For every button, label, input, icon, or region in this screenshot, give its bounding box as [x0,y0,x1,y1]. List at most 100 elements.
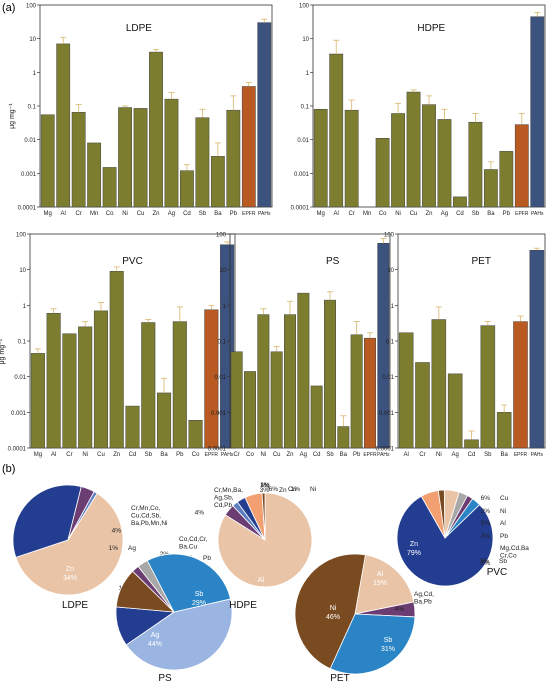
pie-label: Al [377,571,384,578]
pie-label: Al [258,577,265,584]
bar-al [329,53,344,208]
bar-pahs [257,22,272,208]
bar-pahs [529,250,545,449]
x-tick-label: EPFR [242,211,256,217]
pie-slice-al [354,554,415,615]
pie-percent: 6% [269,486,279,493]
x-tick-label: Ag [451,452,458,458]
pie-percent: 19% [373,580,387,587]
y-tick-label: 0.001 [379,411,395,417]
y-tick-label: 0.0001 [291,206,310,212]
x-tick-label: Zn [113,452,120,458]
x-tick-label: Co [106,211,114,217]
pie-label: Zn [66,566,74,573]
y-tick-label: 0.001 [211,411,227,417]
pie-label: Ni [330,605,337,612]
x-tick-label: Cd [456,211,464,217]
bar-co [375,138,390,208]
panel-label-b: (b) [2,463,15,475]
x-tick-label: Cr [66,452,72,458]
bar-sb [141,322,156,449]
pie-label: Sb [384,637,393,644]
y-tick-label: 0.001 [11,411,27,417]
x-tick-label: Co [246,452,254,458]
x-tick-label: EPFR [363,452,377,458]
x-tick-label: PAHs [221,452,234,458]
chart-title: LDPE [126,23,152,34]
pie-chart-hdpe: Al 84% Cr,Mn,Ba,Ag,Sb,Cd,Pb 4% Mg2% Zn 3% Cu 6% N… [195,482,317,611]
x-tick-label: Sb [484,452,492,458]
bar-epfr [241,86,256,208]
x-tick-label: Al [334,211,339,217]
y-tick-label: 1 [23,304,27,310]
x-tick-label: Cr [348,211,354,217]
bar-cd [453,196,467,208]
pie-label: Cr,Mn,Ba, [214,487,243,494]
pie-percent: 84% [254,586,268,593]
bar-ba [483,169,498,208]
pie-label: Ba,Pb [414,599,432,606]
pie-label: Cr,Mn,Co, [131,505,160,512]
pie-percent: 3% [481,533,491,540]
x-tick-label: Zn [152,211,159,217]
y-tick-label: 100 [384,233,395,239]
x-tick-label: Cu [273,452,281,458]
pie-percent: 4% [112,528,122,535]
x-tick-label: Ni [82,452,88,458]
x-tick-label: Cu [410,211,418,217]
bar-cr [415,362,430,449]
x-tick-label: Ba [340,452,348,458]
y-tick-label: 0.01 [214,375,226,381]
bar-co [188,419,203,449]
bar-ni [118,107,132,208]
x-tick-label: EPFR [514,452,528,458]
x-tick-label: Pb [230,211,238,217]
bar-al [56,43,71,208]
pie-charts-group: Al61%Zn34%Cr,Mn,Co,Cu,Cd,Sb,Ba,Pb,Mn,Ni4… [12,482,529,684]
pie-slice-zn [396,495,494,587]
y-tick-label: 0.01 [382,375,394,381]
pie-label: Pb [500,533,508,540]
x-tick-label: Ba [160,452,168,458]
y-tick-label: 0.0001 [8,447,27,453]
pie-label: Cr,Co [500,553,517,560]
pie-percent: 1% [291,486,301,493]
x-tick-label: Pb [176,452,184,458]
y-tick-label: 100 [216,233,227,239]
panel-label-a: (a) [2,2,15,14]
y-tick-label: 10 [29,37,36,43]
y-axis-label: μg mg⁻¹ [9,103,16,129]
bar-chart-pet: 0.0001 0.001 0.01 0.1 1 10 100 PET Al Cr Ni Ag Cd Sb B… [376,233,546,458]
pie-slice-sb [329,613,416,675]
y-tick-label: 0.01 [297,138,309,144]
y-tick-label: 0.0001 [376,447,395,453]
x-tick-label: Ba [500,452,508,458]
bar-ba [157,392,172,449]
x-tick-label: Mg [34,452,42,458]
x-tick-label: Ba [487,211,495,217]
pie-label: Ni [500,508,506,515]
pie-title: PVC [487,567,508,578]
x-tick-label: Cr [75,211,81,217]
bar-cr [71,112,86,208]
x-tick-label: Ni [436,452,442,458]
chart-title: PS [326,256,340,267]
y-tick-label: 10 [387,268,394,274]
pie-label: Cu [500,495,509,502]
bar-cd [310,385,323,449]
bar-zn [422,104,436,208]
pie-chart-ps: Ag44%Zn11%Ni11%Co,Cd,Cr,Ba,Cu2%Pb3%Sb29%… [115,536,233,684]
pie-label: Zn [410,541,418,548]
y-tick-label: 0.001 [21,172,37,178]
x-tick-label: PAHs [531,211,544,217]
pie-percent: 3% [260,487,270,494]
y-tick-label: 0.0001 [18,206,37,212]
pie-label: Pb [203,555,211,562]
x-tick-label: Zn [425,211,432,217]
x-tick-label: Ag [300,452,307,458]
x-tick-label: Cu [137,211,145,217]
x-tick-label: Sb [472,211,480,217]
x-tick-label: Sb [199,211,207,217]
